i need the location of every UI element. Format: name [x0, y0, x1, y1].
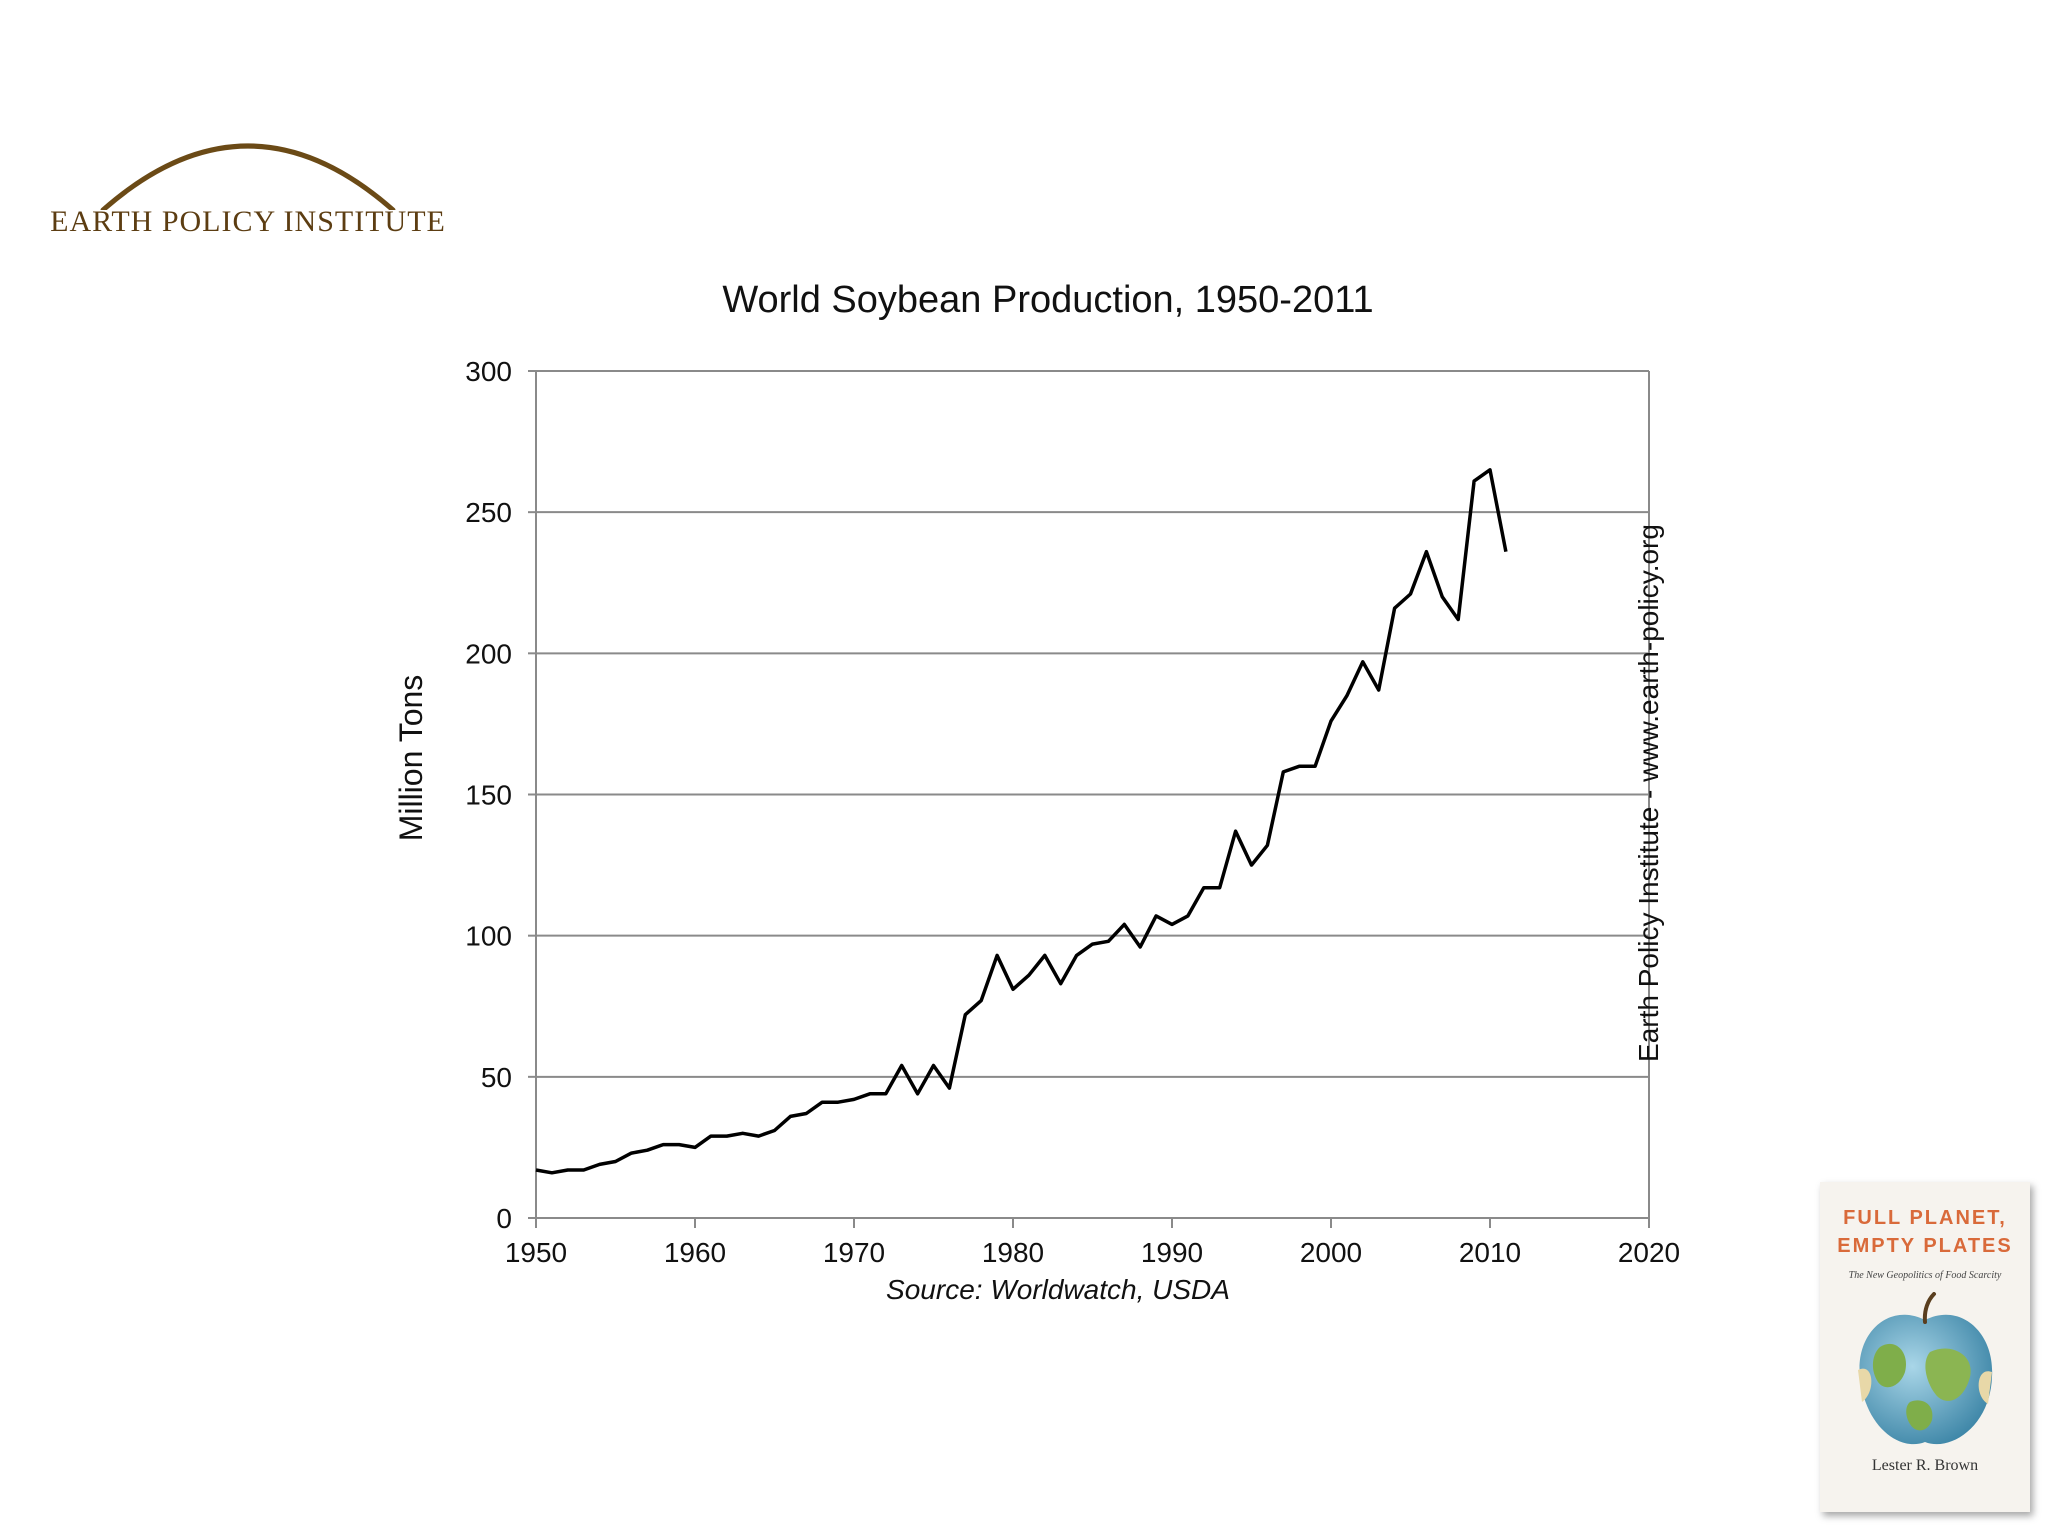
- tick-label-x: 1950: [505, 1237, 567, 1268]
- tick-label-x: 2010: [1459, 1237, 1521, 1268]
- earth-policy-logo: EARTH POLICY INSTITUTE: [48, 110, 448, 250]
- grid-layer: [535, 370, 1650, 1219]
- book-subtitle: The New Geopolitics of Food Scarcity: [1848, 1270, 2002, 1281]
- ticks-layer: 0 50 100 150 200 250 300 1950 1960 1970 1980 1990 20…: [465, 356, 1680, 1268]
- tick-label-y: 250: [465, 497, 512, 528]
- tick-label-x: 2020: [1618, 1237, 1680, 1268]
- tick-label-x: 1960: [664, 1237, 726, 1268]
- logo-arc-icon: [100, 143, 396, 213]
- source-note: Source: Worldwatch, USDA: [886, 1274, 1230, 1305]
- tick-label-y: 50: [481, 1062, 512, 1093]
- apple-globe-icon: [1858, 1292, 1993, 1445]
- tick-label-x: 1970: [823, 1237, 885, 1268]
- book-cover: FULL PLANET, EMPTY PLATES The New Geopol…: [1820, 1182, 2030, 1512]
- y-axis-label: Million Tons: [393, 675, 429, 842]
- chart-title: World Soybean Production, 1950-2011: [722, 279, 1373, 321]
- tick-label-x: 2000: [1300, 1237, 1362, 1268]
- series-line-soybean: [535, 468, 1508, 1175]
- tick-label-x: 1980: [982, 1237, 1044, 1268]
- tick-label-y: 0: [496, 1203, 512, 1234]
- side-note: Earth Policy Institute - www.earth-polic…: [1633, 524, 1664, 1062]
- book-title: FULL PLANET, EMPTY PLATES: [1837, 1207, 2013, 1257]
- logo-text: EARTH POLICY INSTITUTE: [50, 205, 446, 238]
- book-author: Lester R. Brown: [1871, 1457, 1979, 1474]
- tick-label-y: 200: [465, 638, 512, 669]
- tick-label-y: 300: [465, 356, 512, 387]
- tick-label-y: 100: [465, 921, 512, 952]
- tick-label-y: 150: [465, 780, 512, 811]
- tick-label-x: 1990: [1141, 1237, 1203, 1268]
